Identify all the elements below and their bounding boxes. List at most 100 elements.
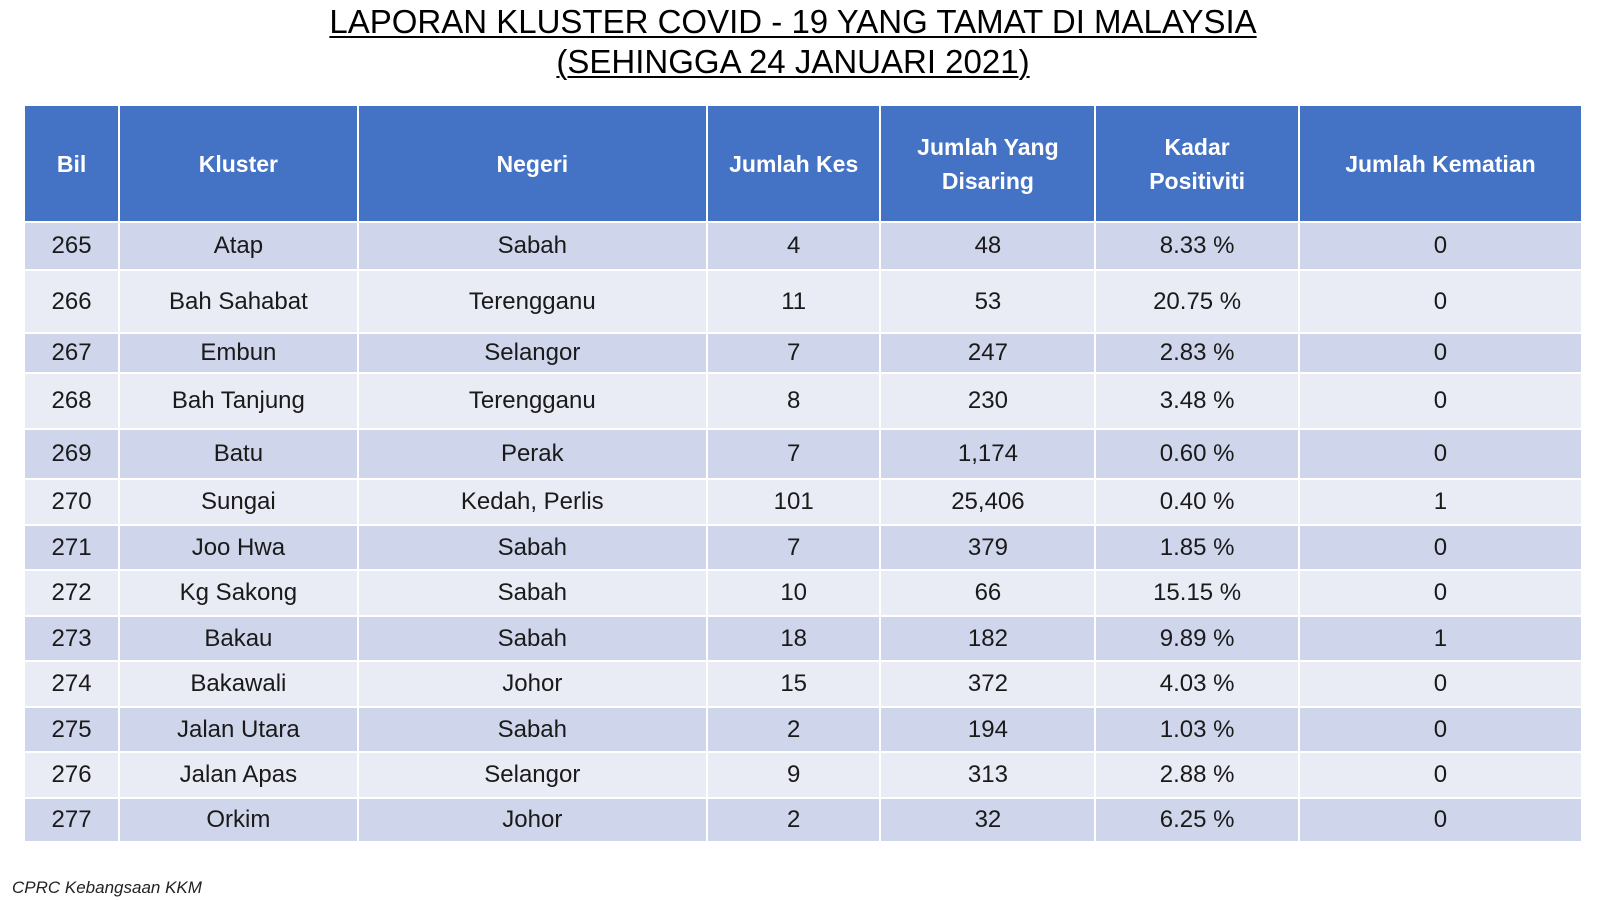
- cluster-table: Bil Kluster Negeri Jumlah Kes Jumlah Yan…: [22, 104, 1584, 843]
- cell-negeri: Sabah: [356, 615, 708, 662]
- cell-jumlah-kes: 15: [705, 660, 882, 708]
- table-row: 273 Bakau Sabah 18 182 9.89 % 1: [22, 615, 1584, 662]
- table-row: 268 Bah Tanjung Terengganu 8 230 3.48 % 0: [22, 372, 1584, 430]
- cell-jumlah-kematian: 0: [1297, 660, 1584, 708]
- table-row: 266 Bah Sahabat Terengganu 11 53 20.75 % 0: [22, 269, 1584, 334]
- cell-bil: 272: [22, 569, 121, 617]
- source-note: CPRC Kebangsaan KKM: [12, 878, 202, 897]
- cell-jumlah-disaring: 25,406: [879, 478, 1097, 526]
- table-body: 265 Atap Sabah 4 48 8.33 % 0 266 Bah Sahabat Tere…: [22, 221, 1584, 843]
- cell-bil: 270: [22, 478, 121, 526]
- cell-bil: 266: [22, 269, 121, 334]
- cell-kadar-positiviti: 2.88 %: [1094, 751, 1300, 799]
- cell-kadar-positiviti: 3.48 %: [1094, 372, 1300, 430]
- cell-kadar-positiviti: 9.89 %: [1094, 615, 1300, 662]
- cell-bil: 265: [22, 221, 121, 271]
- cell-jumlah-kematian: 0: [1297, 332, 1584, 374]
- cell-jumlah-kes: 18: [705, 615, 882, 662]
- cell-jumlah-kes: 9: [705, 751, 882, 799]
- cell-kadar-positiviti: 20.75 %: [1094, 269, 1300, 334]
- cell-kadar-positiviti: 1.85 %: [1094, 524, 1300, 571]
- cell-kluster: Joo Hwa: [118, 524, 359, 571]
- cell-kadar-positiviti: 1.03 %: [1094, 706, 1300, 753]
- cell-kadar-positiviti: 0.40 %: [1094, 478, 1300, 526]
- cell-negeri: Sabah: [356, 569, 708, 617]
- cell-kluster: Bah Tanjung: [118, 372, 359, 430]
- cell-negeri: Sabah: [356, 706, 708, 753]
- cell-jumlah-disaring: 230: [879, 372, 1097, 430]
- cell-kluster: Sungai: [118, 478, 359, 526]
- cell-kluster: Atap: [118, 221, 359, 271]
- cell-kadar-positiviti: 4.03 %: [1094, 660, 1300, 708]
- title-line-1: LAPORAN KLUSTER COVID - 19 YANG TAMAT DI…: [0, 2, 1586, 42]
- cell-jumlah-kematian: 0: [1297, 797, 1584, 843]
- cell-jumlah-disaring: 32: [879, 797, 1097, 843]
- table-row: 271 Joo Hwa Sabah 7 379 1.85 % 0: [22, 524, 1584, 571]
- cell-negeri: Sabah: [356, 221, 708, 271]
- cell-jumlah-kematian: 1: [1297, 615, 1584, 662]
- cell-jumlah-kes: 101: [705, 478, 882, 526]
- cell-kluster: Bakau: [118, 615, 359, 662]
- header-jumlah-kes: Jumlah Kes: [705, 104, 882, 223]
- cell-jumlah-kes: 7: [705, 332, 882, 374]
- cell-negeri: Selangor: [356, 751, 708, 799]
- cell-kluster: Bah Sahabat: [118, 269, 359, 334]
- cell-kluster: Jalan Apas: [118, 751, 359, 799]
- cell-kluster: Orkim: [118, 797, 359, 843]
- table-header: Bil Kluster Negeri Jumlah Kes Jumlah Yan…: [22, 104, 1584, 223]
- cell-jumlah-kes: 4: [705, 221, 882, 271]
- header-jumlah-disaring: Jumlah Yang Disaring: [879, 104, 1097, 223]
- cell-negeri: Terengganu: [356, 269, 708, 334]
- cell-negeri: Johor: [356, 660, 708, 708]
- cell-jumlah-kematian: 0: [1297, 372, 1584, 430]
- cell-bil: 271: [22, 524, 121, 571]
- cell-jumlah-kematian: 0: [1297, 706, 1584, 753]
- title-text-1: LAPORAN KLUSTER COVID - 19 YANG TAMAT DI…: [329, 3, 1257, 40]
- cell-kadar-positiviti: 2.83 %: [1094, 332, 1300, 374]
- table-row: 272 Kg Sakong Sabah 10 66 15.15 % 0: [22, 569, 1584, 617]
- header-kadar-positiviti: Kadar Positiviti: [1094, 104, 1300, 223]
- cell-jumlah-kematian: 0: [1297, 751, 1584, 799]
- cell-jumlah-kes: 8: [705, 372, 882, 430]
- cell-kadar-positiviti: 6.25 %: [1094, 797, 1300, 843]
- cell-negeri: Sabah: [356, 524, 708, 571]
- cell-jumlah-disaring: 53: [879, 269, 1097, 334]
- cell-bil: 267: [22, 332, 121, 374]
- cell-jumlah-kes: 7: [705, 524, 882, 571]
- cell-bil: 276: [22, 751, 121, 799]
- table-row: 267 Embun Selangor 7 247 2.83 % 0: [22, 332, 1584, 374]
- header-kluster: Kluster: [118, 104, 359, 223]
- report-title: LAPORAN KLUSTER COVID - 19 YANG TAMAT DI…: [0, 2, 1586, 82]
- cell-negeri: Perak: [356, 428, 708, 480]
- cell-bil: 277: [22, 797, 121, 843]
- cell-kadar-positiviti: 0.60 %: [1094, 428, 1300, 480]
- cell-jumlah-disaring: 1,174: [879, 428, 1097, 480]
- cell-negeri: Terengganu: [356, 372, 708, 430]
- cell-kadar-positiviti: 8.33 %: [1094, 221, 1300, 271]
- cell-jumlah-kematian: 0: [1297, 524, 1584, 571]
- cell-kluster: Bakawali: [118, 660, 359, 708]
- header-jumlah-kematian: Jumlah Kematian: [1297, 104, 1584, 223]
- table-row: 274 Bakawali Johor 15 372 4.03 % 0: [22, 660, 1584, 708]
- cell-kluster: Jalan Utara: [118, 706, 359, 753]
- table-row: 265 Atap Sabah 4 48 8.33 % 0: [22, 221, 1584, 271]
- header-row: Bil Kluster Negeri Jumlah Kes Jumlah Yan…: [22, 104, 1584, 223]
- table-row: 277 Orkim Johor 2 32 6.25 % 0: [22, 797, 1584, 843]
- cell-bil: 274: [22, 660, 121, 708]
- header-jumlah-disaring-text: Jumlah Yang Disaring: [917, 133, 1059, 194]
- cell-jumlah-kes: 2: [705, 706, 882, 753]
- cell-bil: 273: [22, 615, 121, 662]
- cell-jumlah-disaring: 194: [879, 706, 1097, 753]
- cell-jumlah-disaring: 182: [879, 615, 1097, 662]
- cell-bil: 268: [22, 372, 121, 430]
- cell-jumlah-kematian: 0: [1297, 428, 1584, 480]
- cell-jumlah-disaring: 66: [879, 569, 1097, 617]
- cell-jumlah-disaring: 372: [879, 660, 1097, 708]
- cell-bil: 269: [22, 428, 121, 480]
- header-kadar-positiviti-text: Kadar Positiviti: [1149, 133, 1246, 194]
- cell-jumlah-kematian: 1: [1297, 478, 1584, 526]
- table-row: 275 Jalan Utara Sabah 2 194 1.03 % 0: [22, 706, 1584, 753]
- cell-jumlah-disaring: 247: [879, 332, 1097, 374]
- cell-negeri: Selangor: [356, 332, 708, 374]
- cell-negeri: Johor: [356, 797, 708, 843]
